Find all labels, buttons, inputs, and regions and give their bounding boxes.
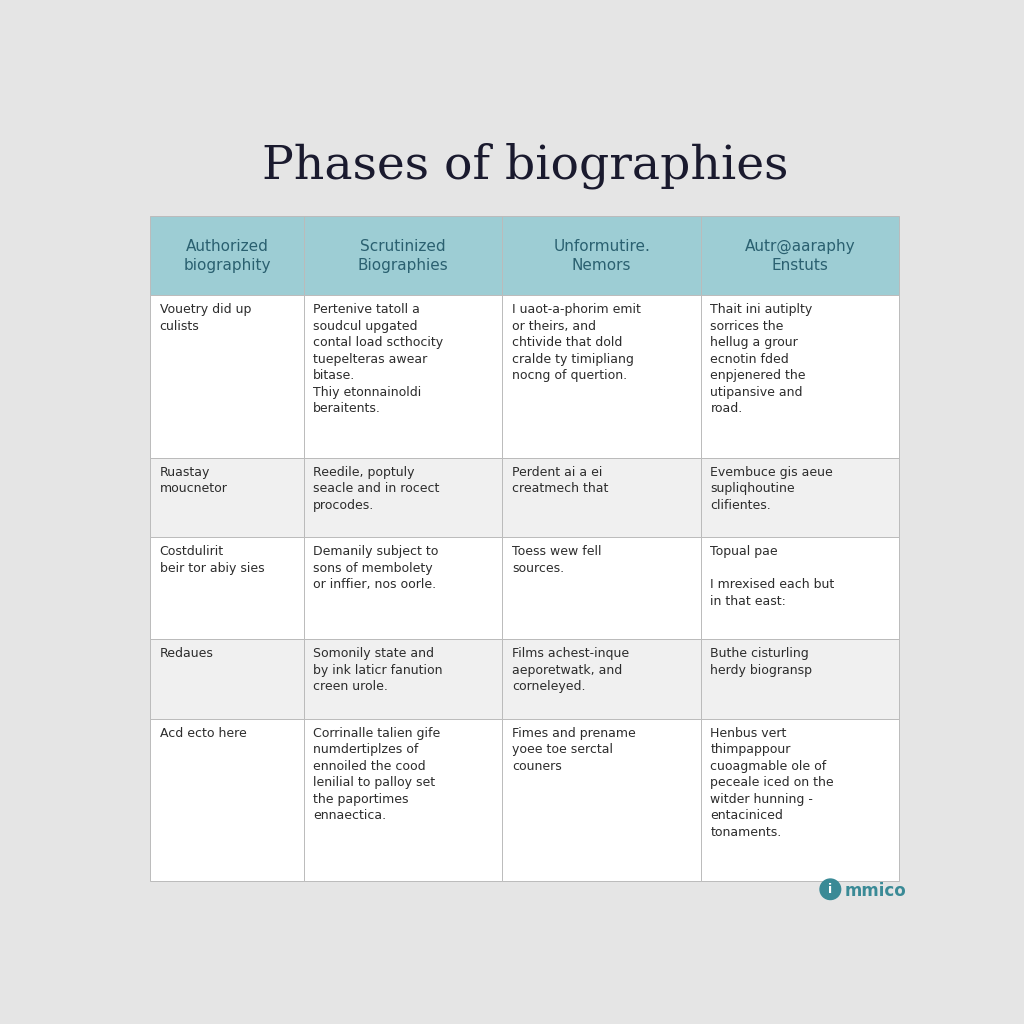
Circle shape: [820, 879, 841, 899]
Bar: [700, 296, 899, 458]
Text: Ruastay
moucnetor: Ruastay moucnetor: [160, 466, 227, 496]
Text: Fimes and prename
yoee toe serctal
couners: Fimes and prename yoee toe serctal coune…: [512, 727, 636, 773]
Bar: [700, 538, 899, 639]
Text: i: i: [828, 883, 833, 896]
Bar: [503, 458, 700, 538]
Bar: [151, 296, 304, 458]
Bar: [503, 538, 700, 639]
Text: Henbus vert
thimpappour
cuoagmable ole of
peceale iced on the
witder hunning -
e: Henbus vert thimpappour cuoagmable ole o…: [711, 727, 834, 839]
Text: Scrutinized
Biographies: Scrutinized Biographies: [357, 239, 449, 272]
Text: I uaot-a-phorim emit
or theirs, and
chtivide that dold
cralde ty timipliang
nocn: I uaot-a-phorim emit or theirs, and chti…: [512, 303, 641, 382]
Text: Vouetry did up
culists: Vouetry did up culists: [160, 303, 251, 333]
Bar: [700, 639, 899, 719]
Text: Films achest-inque
aeporetwatk, and
corneleyed.: Films achest-inque aeporetwatk, and corn…: [512, 647, 629, 693]
Text: Perdent ai a ei
creatmech that: Perdent ai a ei creatmech that: [512, 466, 608, 496]
Bar: [304, 719, 503, 882]
Bar: [503, 296, 700, 458]
Text: Authorized
biographity: Authorized biographity: [183, 239, 270, 272]
Text: Thait ini autiplty
sorrices the
hellug a grour
ecnotin fded
enpjenered the
utipa: Thait ini autiplty sorrices the hellug a…: [711, 303, 813, 416]
Bar: [503, 216, 700, 296]
Text: Autr@aaraphy
Enstuts: Autr@aaraphy Enstuts: [744, 239, 855, 272]
Text: Toess wew fell
sources.: Toess wew fell sources.: [512, 546, 601, 574]
Bar: [151, 639, 304, 719]
Bar: [151, 719, 304, 882]
Bar: [304, 296, 503, 458]
Bar: [700, 458, 899, 538]
Bar: [151, 458, 304, 538]
Bar: [503, 719, 700, 882]
Bar: [151, 216, 304, 296]
Text: Demanily subject to
sons of membolety
or inffier, nos oorle.: Demanily subject to sons of membolety or…: [313, 546, 438, 591]
Bar: [304, 216, 503, 296]
Text: Buthe cisturling
herdy biogransp: Buthe cisturling herdy biogransp: [711, 647, 812, 677]
Bar: [304, 639, 503, 719]
Text: Somonily state and
by ink laticr fanution
creen urole.: Somonily state and by ink laticr fanutio…: [313, 647, 442, 693]
Bar: [151, 538, 304, 639]
Text: Acd ecto here: Acd ecto here: [160, 727, 247, 739]
Bar: [304, 538, 503, 639]
Bar: [700, 216, 899, 296]
Bar: [503, 639, 700, 719]
Text: Unformutire.
Nemors: Unformutire. Nemors: [553, 239, 650, 272]
Text: Redaues: Redaues: [160, 647, 214, 660]
Text: Phases of biographies: Phases of biographies: [261, 143, 788, 189]
Text: Evembuce gis aeue
supliqhoutine
clifientes.: Evembuce gis aeue supliqhoutine clifient…: [711, 466, 834, 512]
Text: Pertenive tatoll a
soudcul upgated
contal load scthocity
tuepelteras awear
bitas: Pertenive tatoll a soudcul upgated conta…: [313, 303, 443, 416]
Text: mmico: mmico: [845, 882, 906, 900]
Text: Reedile, poptuly
seacle and in rocect
procodes.: Reedile, poptuly seacle and in rocect pr…: [313, 466, 439, 512]
Text: Topual pae

I mrexised each but
in that east:: Topual pae I mrexised each but in that e…: [711, 546, 835, 608]
Text: Corrinalle talien gife
numdertiplzes of
ennoiled the cood
lenilial to palloy set: Corrinalle talien gife numdertiplzes of …: [313, 727, 440, 822]
Bar: [304, 458, 503, 538]
Text: Costdulirit
beir tor abiy sies: Costdulirit beir tor abiy sies: [160, 546, 264, 574]
Bar: [700, 719, 899, 882]
